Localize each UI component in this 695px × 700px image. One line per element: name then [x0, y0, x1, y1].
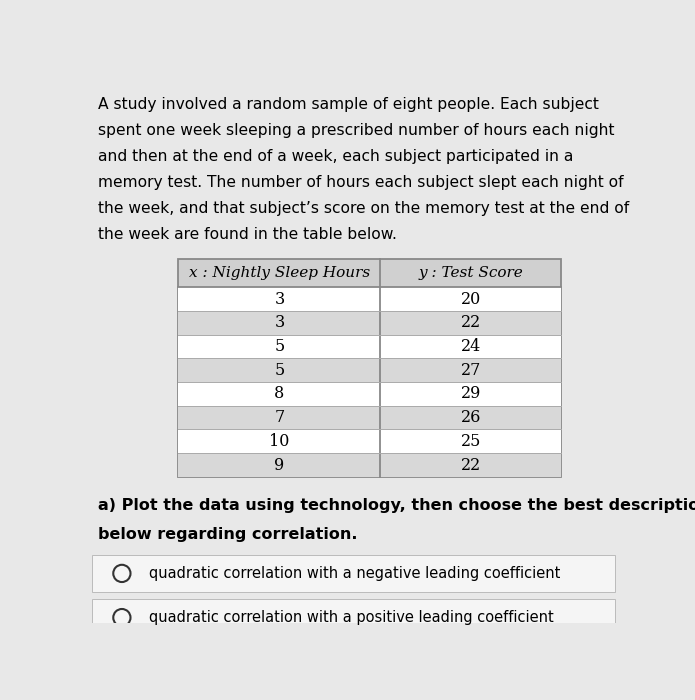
Text: 7: 7 — [275, 409, 284, 426]
Text: 26: 26 — [461, 409, 481, 426]
Text: quadratic correlation with a negative leading coefficient: quadratic correlation with a negative le… — [149, 566, 560, 581]
Text: 29: 29 — [461, 386, 481, 402]
Text: 10: 10 — [269, 433, 290, 450]
Text: the week, and that subject’s score on the memory test at the end of: the week, and that subject’s score on th… — [97, 201, 629, 216]
FancyBboxPatch shape — [92, 555, 614, 592]
Text: a) Plot the data using technology, then choose the best description: a) Plot the data using technology, then … — [97, 498, 695, 514]
FancyBboxPatch shape — [179, 358, 561, 382]
Text: below regarding correlation.: below regarding correlation. — [97, 526, 357, 542]
FancyBboxPatch shape — [179, 430, 561, 453]
Text: x : Nightly Sleep Hours: x : Nightly Sleep Hours — [189, 266, 370, 280]
Text: A study involved a random sample of eight people. Each subject: A study involved a random sample of eigh… — [97, 97, 598, 113]
Text: 24: 24 — [461, 338, 481, 355]
Text: 20: 20 — [461, 290, 481, 307]
Text: 8: 8 — [275, 386, 284, 402]
Text: the week are found in the table below.: the week are found in the table below. — [97, 227, 397, 242]
Text: 27: 27 — [461, 362, 481, 379]
Text: 25: 25 — [461, 433, 481, 450]
Text: and then at the end of a week, each subject participated in a: and then at the end of a week, each subj… — [97, 149, 573, 164]
Text: 3: 3 — [275, 314, 284, 331]
Text: quadratic correlation with a positive leading coefficient: quadratic correlation with a positive le… — [149, 610, 553, 625]
Text: 5: 5 — [275, 362, 284, 379]
FancyBboxPatch shape — [179, 335, 561, 358]
Text: 5: 5 — [275, 338, 284, 355]
Text: spent one week sleeping a prescribed number of hours each night: spent one week sleeping a prescribed num… — [97, 123, 614, 139]
FancyBboxPatch shape — [179, 311, 561, 335]
FancyBboxPatch shape — [179, 287, 561, 311]
Text: 22: 22 — [461, 314, 481, 331]
Text: 9: 9 — [275, 456, 284, 474]
Text: y : Test Score: y : Test Score — [418, 266, 523, 280]
Text: 3: 3 — [275, 290, 284, 307]
FancyBboxPatch shape — [92, 599, 614, 636]
FancyBboxPatch shape — [179, 259, 561, 477]
Text: 22: 22 — [461, 456, 481, 474]
FancyBboxPatch shape — [179, 382, 561, 406]
FancyBboxPatch shape — [179, 453, 561, 477]
FancyBboxPatch shape — [179, 406, 561, 430]
Text: memory test. The number of hours each subject slept each night of: memory test. The number of hours each su… — [97, 175, 623, 190]
